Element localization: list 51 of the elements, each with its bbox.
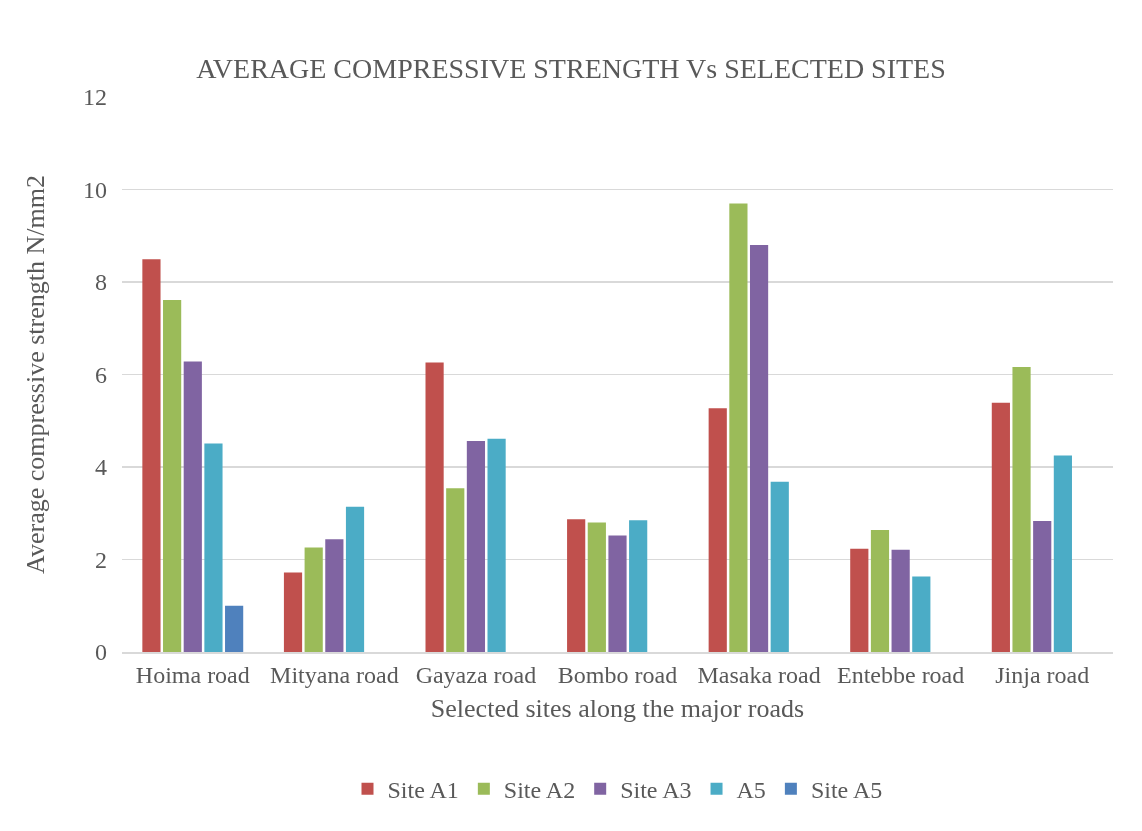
bar (608, 535, 627, 652)
bar (345, 506, 365, 652)
y-tick-label: 10 (83, 176, 107, 203)
bar (142, 259, 161, 652)
x-tick-label: Bombo road (557, 661, 678, 688)
bar (466, 441, 486, 652)
bar (325, 539, 344, 652)
y-tick-label: 6 (95, 361, 107, 388)
bar (1053, 455, 1072, 652)
bar (446, 488, 465, 652)
bar (729, 203, 748, 652)
bar (283, 572, 303, 652)
y-tick-label: 4 (95, 454, 107, 481)
legend-label: A5 (736, 777, 766, 804)
bar (891, 549, 910, 652)
y-tick-label: 2 (95, 546, 107, 573)
bar (225, 605, 244, 652)
bar (708, 408, 727, 652)
y-tick-label: 12 (83, 84, 107, 111)
x-tick-label: Mityana road (270, 661, 399, 688)
bar (1012, 367, 1031, 652)
bar (1033, 521, 1052, 652)
legend-label: Site A5 (810, 777, 883, 804)
legend-label: Site A3 (620, 777, 692, 804)
x-tick-label: Entebbe road (837, 661, 965, 688)
bar (425, 362, 444, 652)
x-tick-label: Gayaza road (415, 661, 537, 688)
legend-label: Site A1 (387, 777, 459, 804)
bar (991, 402, 1010, 652)
y-axis-title: Average compressive strength N/mm2 (21, 175, 51, 574)
x-tick-label: Hoima road (135, 661, 250, 688)
bar (749, 245, 769, 652)
bar (870, 529, 890, 652)
y-tick-label: 8 (95, 269, 107, 296)
chart-title: AVERAGE COMPRESSIVE STRENGTH Vs SELECTED SITES (196, 52, 946, 84)
bar (183, 361, 202, 652)
bar (567, 519, 586, 652)
bar (204, 443, 223, 652)
x-tick-label: Masaka road (697, 661, 821, 688)
bar (770, 481, 789, 652)
bar (587, 522, 606, 652)
bar (487, 438, 506, 652)
legend-label: Site A2 (503, 777, 576, 804)
bar (163, 300, 182, 652)
bar (850, 548, 869, 652)
bar (304, 547, 323, 652)
bar (629, 520, 648, 652)
x-tick-label: Jinja road (995, 661, 1090, 688)
bar (912, 576, 931, 652)
y-tick-label: 0 (95, 639, 107, 666)
x-axis-title: Selected sites along the major roads (430, 694, 805, 723)
